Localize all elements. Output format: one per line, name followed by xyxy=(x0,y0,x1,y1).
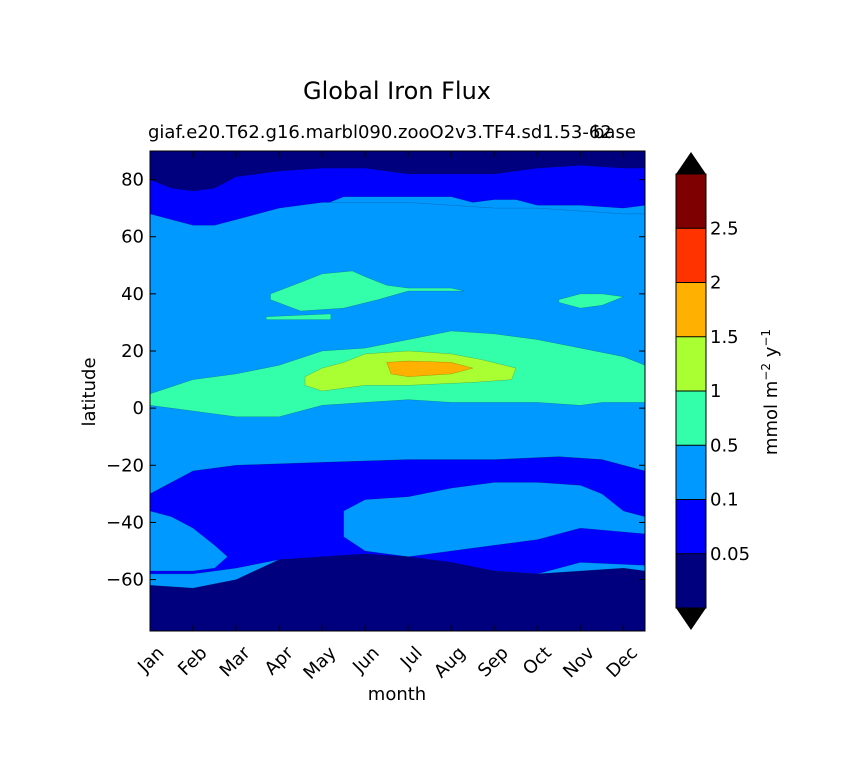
x-tick-label: May xyxy=(299,642,340,683)
colorbar-tick-label: 1.5 xyxy=(710,327,739,348)
plot-frame xyxy=(149,150,646,632)
x-tick-label: Sep xyxy=(474,643,513,682)
chart-subtitle-overlap: base xyxy=(593,122,636,143)
x-tick-label: Feb xyxy=(174,643,211,680)
colorbar-segment xyxy=(676,445,706,500)
colorbar-tick-label: 2.5 xyxy=(710,218,739,239)
contour-region-12 xyxy=(150,553,645,631)
contour-region-5 xyxy=(266,313,331,320)
x-tick-label: Mar xyxy=(216,642,255,681)
colorbar-tick-label: 2 xyxy=(710,273,721,294)
colorbar-label-sup2: −1 xyxy=(759,329,773,347)
colorbar-label: mmol m−2 y−1 xyxy=(759,329,782,455)
x-tick-label: Jan xyxy=(133,643,168,678)
colorbar-extend-max xyxy=(676,152,706,174)
y-tick-label: −60 xyxy=(106,570,144,591)
chart-subtitle: giaf.e20.T62.g16.marbl090.zooO2v3.TF4.sd… xyxy=(148,122,612,143)
colorbar-segment xyxy=(676,553,706,608)
x-tick-label: Dec xyxy=(602,643,641,682)
chart-title: Global Iron Flux xyxy=(303,77,491,105)
contour-region-6 xyxy=(558,293,625,309)
colorbar-segment xyxy=(676,391,706,446)
x-tick-label: Nov xyxy=(559,642,599,682)
svg-text:mmol m−2 y−1: mmol m−2 y−1 xyxy=(759,329,782,455)
colorbar-segment xyxy=(676,336,706,391)
x-tick-label: Aug xyxy=(430,643,470,683)
colorbar-tick-label: 0.05 xyxy=(710,544,750,565)
colorbar-segment xyxy=(676,228,706,283)
y-axis: 80 60 40 20 0 −20 −40 −60 xyxy=(106,170,645,591)
colorbar-segment xyxy=(676,282,706,337)
colorbar-label-main: mmol m xyxy=(761,381,782,455)
x-axis-label: month xyxy=(368,684,426,705)
x-tick-label: Jul xyxy=(396,643,427,674)
colorbar-segment xyxy=(676,499,706,554)
y-tick-label: 40 xyxy=(121,284,144,305)
colorbar-label-mid: y xyxy=(761,346,782,363)
contour-region-4 xyxy=(270,270,465,312)
y-tick-label: 0 xyxy=(133,398,144,419)
y-tick-label: 60 xyxy=(121,227,144,248)
y-tick-label: −20 xyxy=(106,455,144,476)
chart-subtitle-group: giaf.e20.T62.g16.marbl090.zooO2v3.TF4.sd… xyxy=(148,122,636,143)
y-tick-label: 80 xyxy=(121,170,144,191)
colorbar-tick-label: 0.1 xyxy=(710,490,739,511)
contour-region-11 xyxy=(150,510,228,572)
colorbar-segment xyxy=(676,174,706,229)
colorbar-tick-label: 0.5 xyxy=(710,435,739,456)
y-tick-label: −40 xyxy=(106,512,144,533)
colorbar-label-sup1: −2 xyxy=(759,363,773,381)
y-tick-label: 20 xyxy=(121,341,144,362)
colorbar: 0.05 0.1 0.5 1 1.5 2 2.5 xyxy=(675,152,750,630)
x-tick-label: Jun xyxy=(348,643,383,678)
y-axis-label: latitude xyxy=(79,357,100,426)
x-tick-label: Apr xyxy=(261,642,298,679)
contour-plot-area xyxy=(150,151,645,631)
contour-region-8 xyxy=(386,360,474,377)
contour-region-1 xyxy=(150,151,645,192)
colorbar-extend-min xyxy=(676,608,706,630)
x-tick-label: Oct xyxy=(519,643,556,680)
colorbar-tick-label: 1 xyxy=(710,381,721,402)
